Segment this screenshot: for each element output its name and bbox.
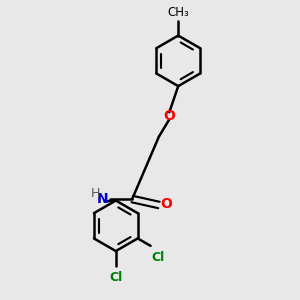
Text: O: O [160,197,172,212]
Text: H: H [90,187,100,200]
Text: N: N [97,192,108,206]
Text: O: O [164,109,175,123]
Text: Cl: Cl [109,271,122,284]
Text: CH₃: CH₃ [167,6,189,19]
Text: Cl: Cl [152,251,165,264]
